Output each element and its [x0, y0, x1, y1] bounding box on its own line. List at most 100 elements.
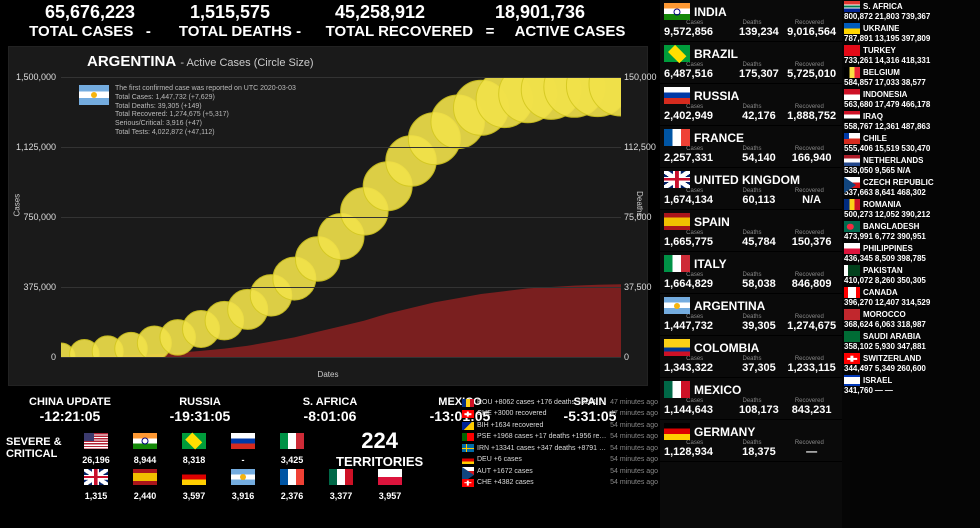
flag-icon — [182, 469, 206, 485]
mini-country-row[interactable]: CHILE 555,40615,519530,470 — [842, 132, 980, 154]
mini-country-row[interactable]: S. AFRICA 800,87221,803739,367 — [842, 0, 980, 22]
flag-icon — [462, 479, 474, 487]
flag-icon — [462, 456, 474, 464]
flag-icon — [462, 399, 474, 407]
total-recovered-value: 45,258,912 — [300, 2, 460, 23]
country-row[interactable]: COLOMBIA CasesDeathsRecovered 1,343,3223… — [660, 336, 842, 378]
mini-country-row[interactable]: UKRAINE 787,89113,195397,809 — [842, 22, 980, 44]
severe-critical-label: SEVERE & CRITICAL — [6, 437, 62, 460]
country-row[interactable]: ARGENTINA CasesDeathsRecovered 1,447,732… — [660, 294, 842, 336]
gridline — [61, 217, 621, 218]
flag-icon — [844, 45, 860, 56]
y-tick-label: 1,500,000 — [11, 72, 56, 82]
mini-country-row[interactable]: INDONESIA 563,68017,479466,178 — [842, 88, 980, 110]
mini-country-row[interactable]: BELGIUM 584,85717,03338,577 — [842, 66, 980, 88]
country-sidebar[interactable]: INDIA CasesDeathsRecovered 9,572,856139,… — [660, 0, 842, 528]
flag-icon — [844, 89, 860, 100]
flag-icon — [844, 331, 860, 342]
mini-country-row[interactable]: CZECH REPUBLIC 537,6638,641468,302 — [842, 176, 980, 198]
country-row[interactable]: INDIA CasesDeathsRecovered 9,572,856139,… — [660, 0, 842, 42]
flag-icon — [844, 353, 860, 364]
flag-icon — [664, 381, 690, 398]
country-row[interactable]: SPAIN CasesDeathsRecovered 1,665,77545,7… — [660, 210, 842, 252]
severe-item: 3,425 — [268, 433, 316, 465]
active-cases-label: ACTIVE CASES — [500, 23, 640, 40]
flag-icon — [664, 45, 690, 62]
update-timer: RUSSIA-19:31:05 — [136, 396, 264, 424]
mini-country-row[interactable]: ISRAEL 341,760—— — [842, 374, 980, 396]
country-row[interactable]: BRAZIL CasesDeathsRecovered 6,487,516175… — [660, 42, 842, 84]
flag-icon — [664, 297, 690, 314]
flag-icon — [844, 155, 860, 166]
y-tick-label: 375,000 — [11, 282, 56, 292]
ticker-row: IRN +13341 cases +347 deaths +8791 recov… — [462, 444, 658, 453]
ticker-row: AUT +1672 cases54 minutes ago — [462, 467, 658, 476]
mini-country-row[interactable]: NETHERLANDS 538,0509,565N/A — [842, 154, 980, 176]
country-row[interactable]: MEXICO CasesDeathsRecovered 1,144,643108… — [660, 378, 842, 420]
mini-country-row[interactable]: PHILIPPINES 436,3458,509398,785 — [842, 242, 980, 264]
flag-icon — [844, 23, 860, 34]
flag-icon — [280, 433, 304, 449]
mini-country-row[interactable]: BANGLADESH 473,9916,772390,951 — [842, 220, 980, 242]
country-sidebar-secondary[interactable]: S. AFRICA 800,87221,803739,367 UKRAINE 7… — [842, 0, 980, 528]
country-row[interactable]: UNITED KINGDOM CasesDeathsRecovered 1,67… — [660, 168, 842, 210]
severe-item: 8,318 — [170, 433, 218, 465]
flag-icon — [844, 243, 860, 254]
country-row[interactable]: GERMANY CasesDeathsRecovered 1,128,93418… — [660, 420, 842, 462]
y-tick-label: 750,000 — [11, 212, 56, 222]
chart-title: ARGENTINA - Active Cases (Circle Size) — [87, 53, 314, 70]
flag-icon — [182, 433, 206, 449]
mini-country-row[interactable]: ROMANIA 500,27312,052390,212 — [842, 198, 980, 220]
flag-icon — [844, 1, 860, 12]
flag-icon — [462, 422, 474, 430]
total-recovered-label: TOTAL RECOVERED — [326, 23, 474, 40]
update-timer: CHINA UPDATE-12:21:05 — [6, 396, 134, 424]
severe-item: 3,377 — [317, 469, 365, 501]
flag-icon — [462, 444, 474, 452]
severe-item: 2,376 — [268, 469, 316, 501]
active-cases-value: 18,901,736 — [460, 2, 620, 23]
country-row[interactable]: FRANCE CasesDeathsRecovered 2,257,33154,… — [660, 126, 842, 168]
y-tick-label: 0 — [11, 352, 56, 362]
flag-icon — [280, 469, 304, 485]
gridline — [61, 147, 621, 148]
country-row[interactable]: RUSSIA CasesDeathsRecovered 2,402,94942,… — [660, 84, 842, 126]
flag-icon — [462, 410, 474, 418]
severe-item: - — [219, 433, 267, 465]
ticker-row: DEU +6 cases54 minutes ago — [462, 455, 658, 464]
flag-icon — [664, 423, 690, 440]
flag-icon — [844, 221, 860, 232]
severe-item: 2,440 — [121, 469, 169, 501]
mini-country-row[interactable]: MOROCCO 368,6246,063318,987 — [842, 308, 980, 330]
flag-icon — [462, 467, 474, 475]
flag-icon — [664, 129, 690, 146]
flag-icon — [378, 469, 402, 485]
main-panel: 65,676,223 1,515,575 45,258,912 18,901,7… — [0, 0, 660, 528]
total-deaths-value: 1,515,575 — [160, 2, 300, 23]
flag-icon — [844, 309, 860, 320]
flag-icon — [844, 287, 860, 298]
flag-icon — [462, 433, 474, 441]
news-ticker: ROU +8062 cases +176 deaths +9291 recove… — [462, 398, 658, 528]
severe-item: 3,597 — [170, 469, 218, 501]
mini-country-row[interactable]: PAKISTAN 410,0728,260350,305 — [842, 264, 980, 286]
country-row[interactable]: ITALY CasesDeathsRecovered 1,664,82958,0… — [660, 252, 842, 294]
flag-icon — [664, 171, 690, 188]
flag-icon — [844, 375, 860, 386]
flag-icon — [844, 199, 860, 210]
mini-country-row[interactable]: SAUDI ARABIA 358,1025,930347,881 — [842, 330, 980, 352]
flag-icon — [844, 67, 860, 78]
flag-icon — [664, 255, 690, 272]
total-cases-label: TOTAL CASES — [29, 23, 133, 40]
mini-country-row[interactable]: IRAQ 558,76712,361487,863 — [842, 110, 980, 132]
flag-icon — [133, 469, 157, 485]
mini-country-row[interactable]: CANADA 396,27012,407314,529 — [842, 286, 980, 308]
global-totals-header: 65,676,223 1,515,575 45,258,912 18,901,7… — [0, 0, 660, 42]
ticker-row: PSE +1968 cases +17 deaths +1956 recover… — [462, 432, 658, 441]
mini-country-row[interactable]: TURKEY 733,26114,316418,331 — [842, 44, 980, 66]
chart-info-box: The first confirmed case was reported on… — [79, 85, 296, 138]
territories-count: 224 TERRITORIES — [336, 428, 423, 469]
mini-country-row[interactable]: SWITZERLAND 344,4975,349260,600 — [842, 352, 980, 374]
argentina-flag-icon — [79, 85, 109, 105]
severe-item: 3,957 — [366, 469, 414, 501]
